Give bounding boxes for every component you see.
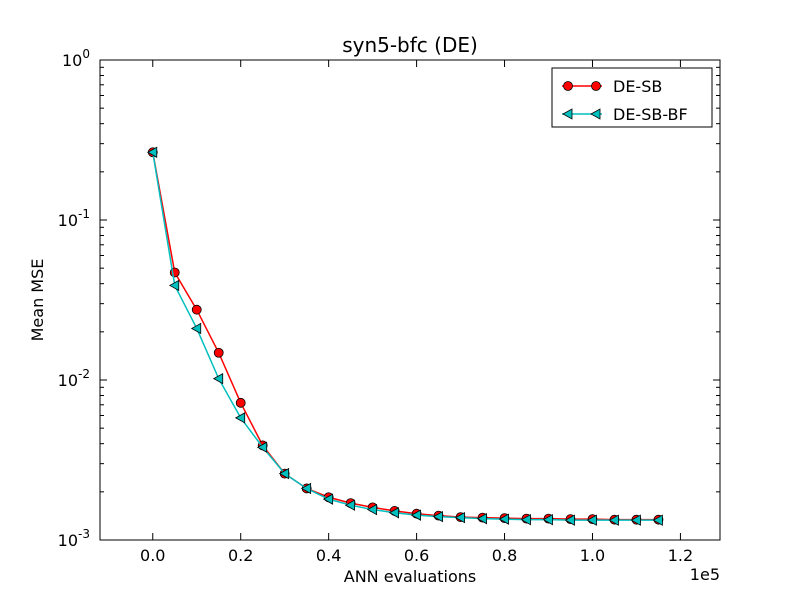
data-point-de-sb-bf: [322, 493, 334, 505]
data-point-de-sb-bf: [146, 146, 158, 158]
data-point-de-sb-bf: [542, 513, 553, 526]
legend-marker-de-sb: [563, 81, 573, 91]
legend-marker-de-sb: [591, 81, 601, 91]
x-tick-label: 0.0: [140, 546, 165, 565]
data-point-de-sb: [235, 397, 246, 408]
legend-box: [551, 67, 713, 128]
data-point-de-sb-bf: [630, 514, 641, 526]
x-tick-label: 1.0: [580, 546, 605, 565]
x-multiplier-label: 1e5: [690, 565, 720, 584]
legend-marker-de-sb-bf: [590, 108, 601, 120]
data-point-de-sb-bf: [190, 322, 202, 335]
data-point-de-sb-bf: [608, 514, 619, 526]
data-point-de-sb-bf: [454, 511, 465, 524]
y-tick-label: 10-3: [58, 527, 90, 550]
data-point-de-sb-bf: [586, 514, 597, 526]
x-axis-label: ANN evaluations: [344, 567, 476, 586]
data-point-de-sb-bf: [212, 372, 224, 385]
data-point-de-sb-bf: [168, 279, 180, 292]
legend: DE-SB DE-SB-BF: [551, 67, 713, 128]
data-point-de-sb-bf: [652, 514, 663, 526]
data-point-de-sb-bf: [432, 510, 443, 523]
data-point-de-sb-bf: [366, 503, 378, 516]
data-point-de-sb-bf: [520, 513, 531, 526]
data-point-de-sb-bf: [256, 441, 268, 453]
series-line-de-sb-bf: [152, 152, 659, 521]
legend-label-de-sb: DE-SB: [613, 77, 662, 96]
x-tick-label: 0.8: [492, 546, 517, 565]
data-point-de-sb-bf: [498, 513, 509, 525]
data-point-de-sb-bf: [410, 509, 421, 521]
data-point-de-sb-bf: [388, 507, 400, 519]
y-tick-label: 10-2: [58, 367, 90, 390]
data-point-de-sb-bf: [300, 482, 312, 495]
y-tick-label: 100: [62, 47, 90, 70]
data-point-de-sb-bf: [234, 412, 246, 424]
x-tick-label: 0.2: [228, 546, 253, 565]
legend-label-de-sb-bf: DE-SB-BF: [613, 105, 688, 124]
x-tick-label: 0.4: [316, 546, 341, 565]
y-axis-label: Mean MSE: [28, 259, 47, 342]
data-point-de-sb: [191, 304, 202, 315]
chart-title: syn5-bfc (DE): [342, 33, 478, 57]
y-tick-label: 10-1: [58, 207, 90, 230]
data-point-de-sb-bf: [278, 467, 290, 480]
data-point-de-sb-bf: [476, 512, 487, 525]
series-line-de-sb: [152, 152, 659, 521]
data-point-de-sb: [213, 347, 224, 358]
plot-frame: [99, 59, 721, 541]
data-point-de-sb-bf: [564, 514, 575, 526]
x-tick-label: 0.6: [404, 546, 429, 565]
data-point-de-sb-bf: [344, 499, 356, 511]
x-tick-label: 1.2: [668, 546, 693, 565]
legend-marker-de-sb-bf: [562, 108, 573, 120]
